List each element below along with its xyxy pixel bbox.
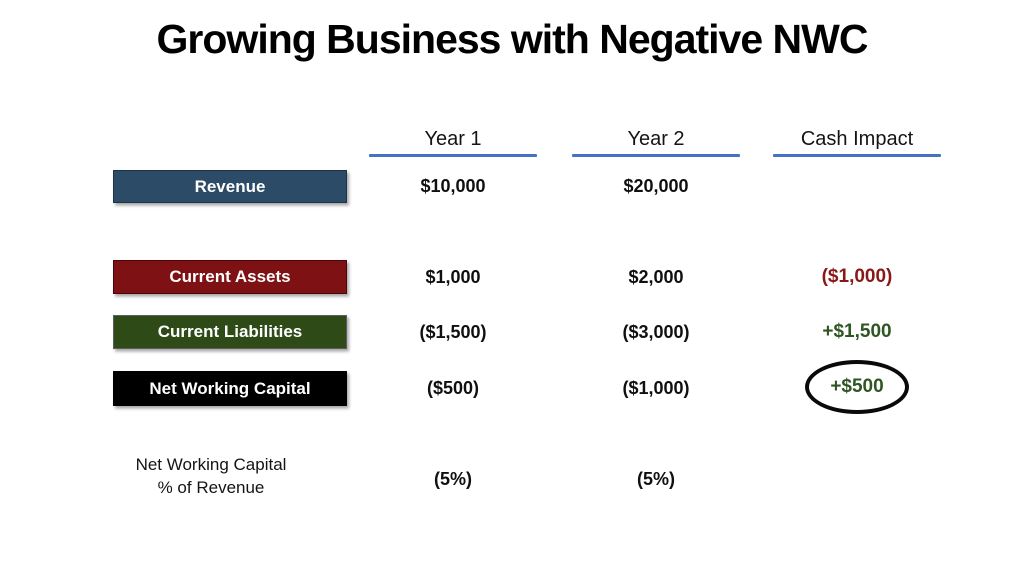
column-header-year1-label: Year 1 — [424, 128, 482, 150]
current-assets-cash-impact-value: ($1,000) — [821, 266, 893, 287]
nwc-pct-label-line1: Net Working Capital — [135, 455, 287, 474]
nwc-pct-label-line2: % of Revenue — [157, 478, 265, 497]
net-working-capital-year1-value: ($500) — [426, 378, 480, 398]
row-label-net-working-capital: Net Working Capital — [113, 371, 347, 406]
circle-annotation: +$500 — [805, 360, 909, 414]
current-assets-year1-value: $1,000 — [425, 267, 481, 287]
current-assets-year2-value: $2,000 — [628, 267, 684, 287]
year1-underline — [369, 154, 537, 157]
column-header-cash-impact: Cash Impact — [773, 127, 941, 157]
nwc-pct-year2-value: (5%) — [636, 469, 675, 489]
net-working-capital-year2-value: ($1,000) — [622, 378, 690, 398]
net-working-capital-label-text: Net Working Capital — [149, 378, 311, 398]
row-label-nwc-pct-of-revenue: Net Working Capital % of Revenue — [90, 453, 332, 499]
current-assets-label-text: Current Assets — [169, 267, 291, 286]
revenue-year1-value: $10,000 — [420, 176, 486, 196]
current-liabilities-year2-value: ($3,000) — [622, 322, 690, 342]
column-header-year2: Year 2 — [572, 127, 740, 157]
year2-underline — [572, 154, 740, 157]
column-header-year2-label: Year 2 — [627, 128, 685, 150]
slide-title: Growing Business with Negative NWC — [156, 16, 869, 62]
current-liabilities-cash-impact-value: +$1,500 — [822, 321, 892, 342]
column-header-year1: Year 1 — [369, 127, 537, 157]
row-label-current-liabilities: Current Liabilities — [113, 315, 347, 349]
current-liabilities-label-text: Current Liabilities — [157, 322, 303, 341]
cash-impact-underline — [773, 154, 941, 157]
revenue-label-text: Revenue — [194, 176, 266, 196]
revenue-year2-value: $20,000 — [623, 176, 689, 196]
row-label-revenue: Revenue — [113, 170, 347, 203]
net-working-capital-cash-impact-value: +$500 — [830, 376, 884, 397]
row-label-current-assets: Current Assets — [113, 260, 347, 294]
column-header-cash-impact-label: Cash Impact — [800, 128, 914, 150]
current-liabilities-year1-value: ($1,500) — [419, 322, 487, 342]
nwc-pct-year1-value: (5%) — [433, 469, 472, 489]
